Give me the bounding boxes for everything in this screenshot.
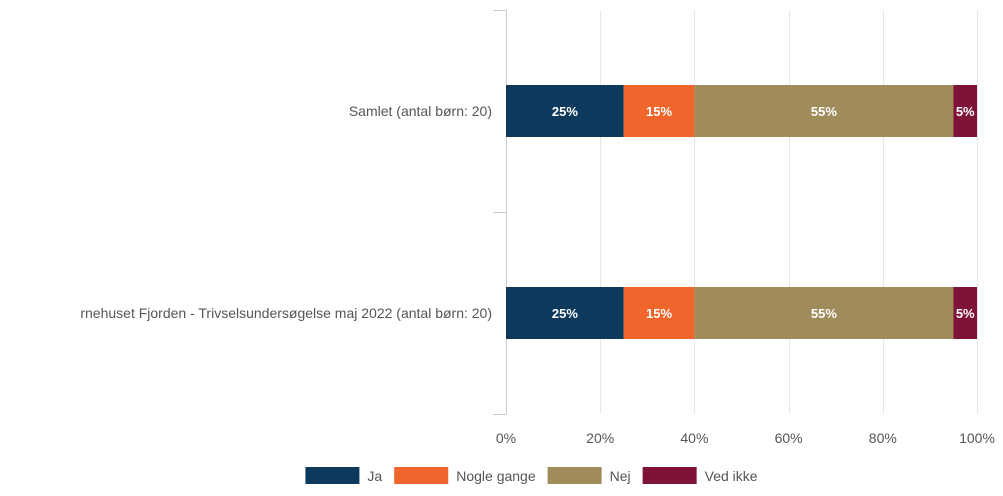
x-tick-label: 100%: [959, 430, 995, 446]
legend-label: Nej: [610, 468, 631, 484]
data-label: 5%: [956, 104, 975, 119]
x-tick-label: 20%: [586, 430, 614, 446]
bar-segment: [694, 85, 954, 137]
legend-swatch: [394, 467, 449, 484]
data-label: 55%: [811, 306, 837, 321]
bar-segment: [953, 287, 977, 339]
legend-item: Ved ikke: [642, 467, 758, 484]
x-tick-label: 40%: [680, 430, 708, 446]
legend-swatch: [642, 467, 697, 484]
bar-segment: [953, 85, 977, 137]
category-label: rnehuset Fjorden - Trivselsundersøgelse …: [80, 305, 492, 321]
legend-label: Ved ikke: [705, 468, 758, 484]
bar-segment: [623, 85, 695, 137]
x-tick-label: 80%: [869, 430, 897, 446]
data-label: 5%: [956, 306, 975, 321]
legend-item: Nogle gange: [394, 467, 536, 484]
legend-label: Ja: [367, 468, 382, 484]
legend-label: Nogle gange: [456, 468, 536, 484]
data-label: 25%: [552, 306, 578, 321]
legend-swatch: [305, 467, 360, 484]
data-label: 15%: [646, 306, 672, 321]
bar-segment: [694, 287, 954, 339]
data-label: 15%: [646, 104, 672, 119]
category-separators: [493, 10, 506, 415]
legend-item: Nej: [547, 467, 631, 484]
bars: 25% 15% 55% 5% 25% 15% 55% 5%: [506, 85, 977, 339]
data-label: 55%: [811, 104, 837, 119]
legend-item: Ja: [305, 467, 382, 484]
bar-segment: [506, 287, 624, 339]
legend: Ja Nogle gange Nej Ved ikke: [305, 467, 758, 484]
bar-segment: [623, 287, 695, 339]
data-label: 25%: [552, 104, 578, 119]
x-tick-label: 0%: [496, 430, 516, 446]
category-label: Samlet (antal børn: 20): [349, 103, 492, 119]
x-axis: 0% 20% 40% 60% 80% 100%: [496, 430, 995, 446]
gridlines: [506, 10, 978, 414]
bar-segment: [506, 85, 624, 137]
legend-swatch: [547, 467, 602, 484]
x-tick-label: 60%: [775, 430, 803, 446]
